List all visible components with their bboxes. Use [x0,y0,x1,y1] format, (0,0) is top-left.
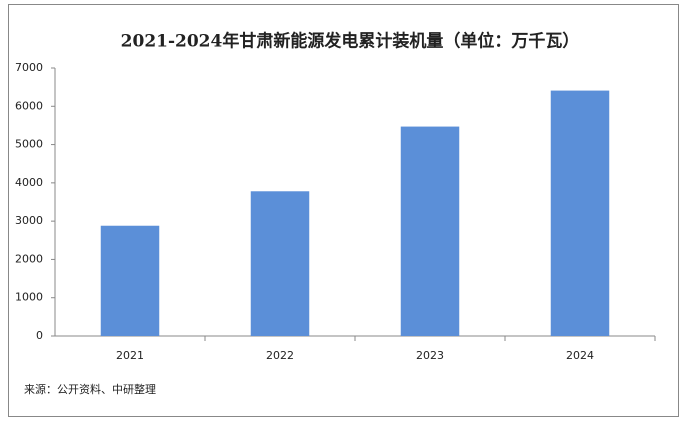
bar [400,126,460,336]
y-tick-label: 1000 [15,291,43,304]
y-tick-label: 3000 [15,214,43,227]
y-tick-label: 0 [36,329,43,342]
x-tick-label: 2022 [266,349,294,362]
source-note: 来源：公开资料、中研整理 [24,382,156,396]
chart-title: 2021-2024年甘肃新能源发电累计装机量（单位：万千瓦） [121,31,580,52]
x-tick-label: 2024 [566,349,594,362]
y-tick-label: 4000 [15,176,43,189]
y-tick-label: 7000 [15,61,43,74]
x-tick-label: 2023 [416,349,444,362]
y-tick-label: 2000 [15,252,43,265]
bar [550,90,610,337]
y-tick-label: 5000 [15,138,43,151]
bar [100,225,160,336]
x-tick-label: 2021 [116,349,144,362]
y-tick-label: 6000 [15,99,43,112]
bar [250,191,310,336]
